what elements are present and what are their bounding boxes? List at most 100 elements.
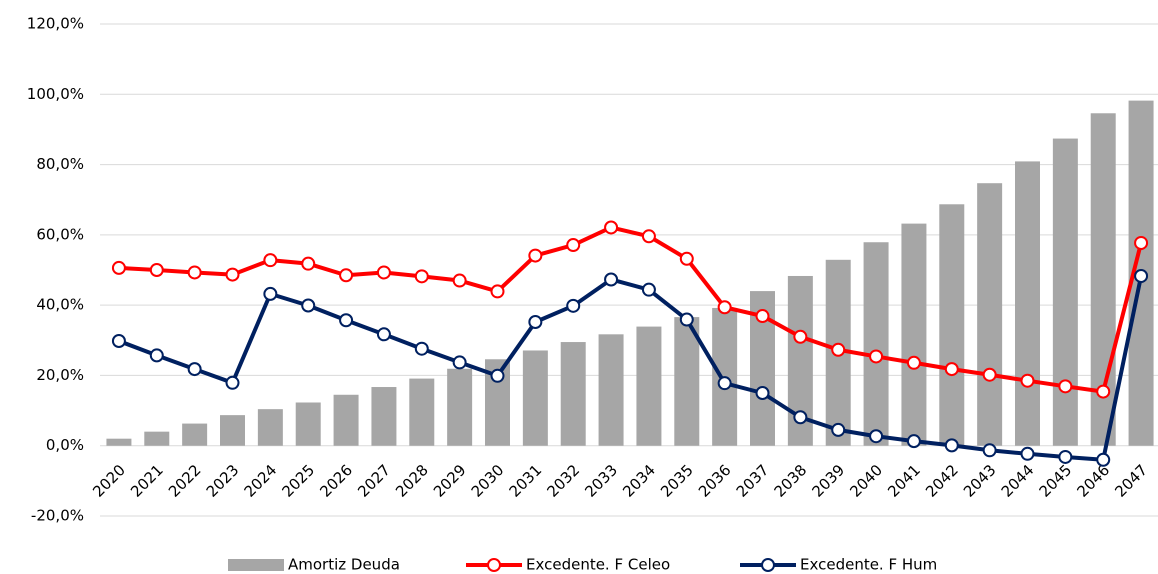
x-tick-label: 2035 [657,461,697,501]
marker [490,368,505,383]
x-tick-label: 2026 [316,461,356,501]
legend-marker [487,558,501,572]
x-tick-label: 2022 [165,461,205,501]
marker [717,376,732,391]
x-tick-label: 2033 [581,461,621,501]
x-tick-label: 2038 [771,461,811,501]
marker [566,298,581,313]
x-tick-label: 2034 [619,461,659,501]
marker [452,273,467,288]
marker [149,263,164,277]
x-tick-label: 2030 [468,461,508,501]
line [118,225,1144,394]
legend-label: Excedente. F Celeo [526,556,670,574]
x-tick-label: 2044 [998,461,1038,501]
bar [560,342,586,446]
marker [225,267,240,282]
x-tick-label: 2024 [241,461,281,501]
bar [977,183,1003,446]
marker [528,248,543,263]
marker [490,284,505,299]
x-tick-label: 2037 [733,461,773,501]
marker [1058,449,1073,464]
bar [447,368,473,446]
bar [371,387,397,446]
bar [220,415,245,446]
marker [263,286,278,301]
marker [679,312,694,327]
marker [1134,268,1149,283]
marker [566,238,581,253]
y-tick-label: 80,0% [36,155,84,173]
marker [187,362,202,377]
marker [679,251,694,266]
marker [869,429,884,444]
x-tick-label: 2042 [922,461,962,501]
bar [333,394,359,446]
x-tick-label: 2043 [960,461,1000,501]
y-tick-label: 20,0% [36,366,84,384]
marker [376,327,391,342]
marker [793,410,808,425]
marker [414,341,429,356]
x-tick-label: 2040 [846,461,886,501]
marker [944,438,959,453]
legend-label: Amortiz Deuda [288,556,400,574]
y-tick-label: 100,0% [27,85,84,103]
bar [1015,161,1040,446]
marker [149,348,164,363]
x-tick-label: 2023 [203,461,243,501]
x-tick-label: 2020 [89,461,129,501]
marker [1058,379,1073,394]
marker [641,282,656,297]
marker [1020,373,1035,388]
marker [944,362,959,377]
marker [831,422,846,437]
y-tick-label: -20,0% [31,507,84,525]
marker [1020,446,1035,461]
marker [717,300,732,315]
marker [982,443,997,458]
bar [598,334,624,446]
y-tick-label: 40,0% [36,296,84,314]
marker [755,386,770,400]
marker [641,229,656,244]
x-tick-label: 2046 [1073,461,1113,501]
marker [339,313,354,328]
legend-label: Excedente. F Hum [800,556,937,574]
x-tick-label: 2021 [127,461,167,501]
bar [674,317,700,446]
bar [863,242,889,446]
marker [604,272,619,287]
x-tick-label: 2027 [354,461,394,501]
bar [295,402,321,446]
marker [301,298,316,313]
legend-swatch [228,559,284,571]
legend-marker [761,558,775,572]
x-tick-label: 2032 [543,461,583,501]
marker [755,309,770,324]
bar [522,350,548,446]
marker [906,355,921,370]
bar [182,423,208,446]
marker [869,349,884,364]
bar [901,223,927,446]
marker [528,315,543,330]
marker [187,265,202,280]
x-tick-label: 2045 [1036,461,1076,501]
x-tick-label: 2025 [278,461,318,501]
bar [1052,138,1078,446]
line [118,275,1144,462]
marker [111,260,126,275]
x-tick-label: 2028 [392,461,432,501]
marker [376,265,391,280]
marker [982,367,997,382]
marker [414,269,429,284]
marker [225,375,240,390]
marker [339,268,354,283]
marker [452,355,467,370]
x-tick-label: 2036 [695,461,735,501]
bar [257,409,283,446]
bar [106,438,132,446]
